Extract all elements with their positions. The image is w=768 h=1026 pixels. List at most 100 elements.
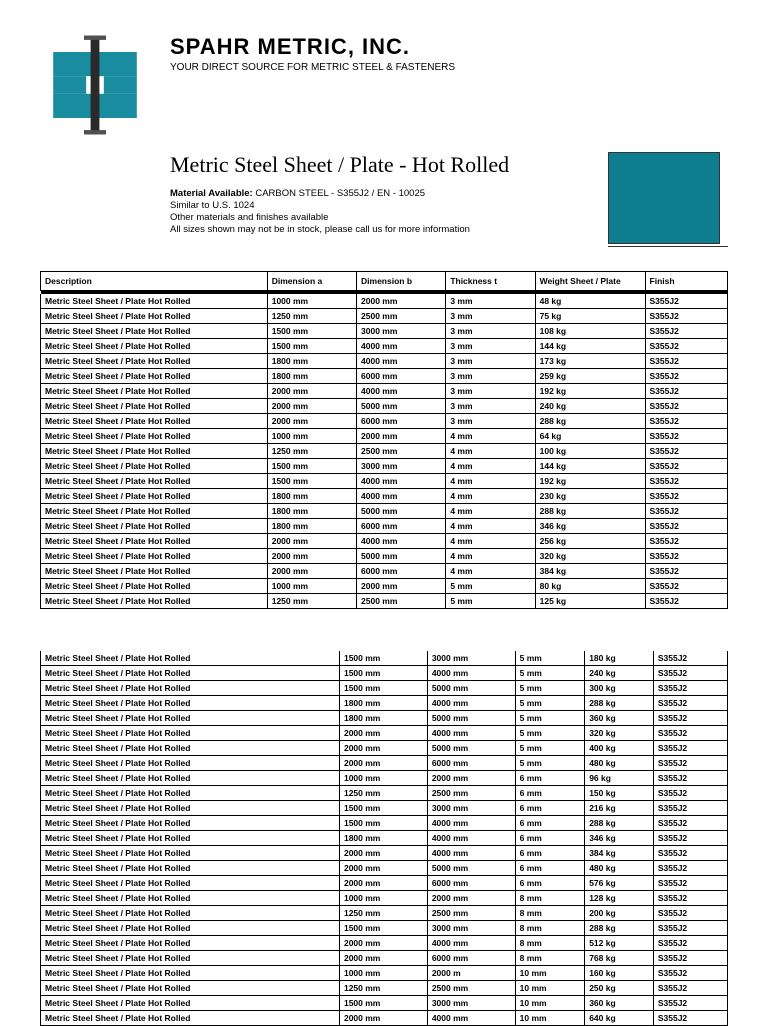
table-cell: S355J2 xyxy=(645,384,727,399)
table-row: Metric Steel Sheet / Plate Hot Rolled200… xyxy=(41,951,728,966)
table-cell: 4000 mm xyxy=(357,384,446,399)
table-cell: 300 kg xyxy=(585,681,654,696)
table-cell: 1500 mm xyxy=(339,921,427,936)
table-cell: S355J2 xyxy=(653,756,727,771)
table-row: Metric Steel Sheet / Plate Hot Rolled125… xyxy=(41,786,728,801)
table-cell: S355J2 xyxy=(653,726,727,741)
table-cell: Metric Steel Sheet / Plate Hot Rolled xyxy=(41,414,268,429)
table-cell: 1800 mm xyxy=(267,489,356,504)
table-cell: S355J2 xyxy=(653,741,727,756)
table-cell: 2000 mm xyxy=(339,726,427,741)
table-cell: 6 mm xyxy=(515,771,585,786)
table-cell: 4000 mm xyxy=(357,474,446,489)
table-cell: 10 mm xyxy=(515,981,585,996)
table-cell: S355J2 xyxy=(645,444,727,459)
table-cell: 2500 mm xyxy=(427,981,515,996)
table-cell: 2000 mm xyxy=(339,936,427,951)
table-cell: 640 kg xyxy=(585,1011,654,1026)
table-row: Metric Steel Sheet / Plate Hot Rolled150… xyxy=(41,801,728,816)
table-cell: Metric Steel Sheet / Plate Hot Rolled xyxy=(41,429,268,444)
table-cell: S355J2 xyxy=(653,666,727,681)
table-cell: 1000 mm xyxy=(339,891,427,906)
table-row: Metric Steel Sheet / Plate Hot Rolled200… xyxy=(41,384,728,399)
table-cell: 1250 mm xyxy=(267,444,356,459)
table-cell: 180 kg xyxy=(585,651,654,666)
table-cell: 3 mm xyxy=(446,354,535,369)
table-cell: 5 mm xyxy=(515,696,585,711)
table-cell: 3 mm xyxy=(446,369,535,384)
table-row: Metric Steel Sheet / Plate Hot Rolled180… xyxy=(41,519,728,534)
table-cell: S355J2 xyxy=(645,519,727,534)
table-cell: 360 kg xyxy=(585,711,654,726)
table-cell: 3 mm xyxy=(446,294,535,309)
table-cell: Metric Steel Sheet / Plate Hot Rolled xyxy=(41,354,268,369)
table-cell: 10 mm xyxy=(515,966,585,981)
table-cell: 6000 mm xyxy=(427,951,515,966)
table-row: Metric Steel Sheet / Plate Hot Rolled150… xyxy=(41,816,728,831)
table-cell: 4 mm xyxy=(446,459,535,474)
table-cell: 4 mm xyxy=(446,489,535,504)
table-cell: 200 kg xyxy=(585,906,654,921)
table-cell: 288 kg xyxy=(585,816,654,831)
table-cell: 576 kg xyxy=(585,876,654,891)
table-cell: 240 kg xyxy=(535,399,645,414)
table-cell: 1500 mm xyxy=(267,339,356,354)
table-row: Metric Steel Sheet / Plate Hot Rolled100… xyxy=(41,966,728,981)
table-cell: Metric Steel Sheet / Plate Hot Rolled xyxy=(41,594,268,609)
table-cell: 1800 mm xyxy=(339,696,427,711)
table-cell: Metric Steel Sheet / Plate Hot Rolled xyxy=(41,474,268,489)
table-cell: S355J2 xyxy=(645,489,727,504)
table-cell: S355J2 xyxy=(645,564,727,579)
table-row: Metric Steel Sheet / Plate Hot Rolled180… xyxy=(41,711,728,726)
table-cell: S355J2 xyxy=(645,339,727,354)
table-cell: 6 mm xyxy=(515,846,585,861)
table-cell: 2000 m xyxy=(427,966,515,981)
table-cell: 2000 mm xyxy=(267,414,356,429)
table-cell: 5000 mm xyxy=(427,741,515,756)
table-cell: 3 mm xyxy=(446,399,535,414)
table-cell: 2000 mm xyxy=(427,891,515,906)
table-cell: S355J2 xyxy=(645,549,727,564)
table-cell: 768 kg xyxy=(585,951,654,966)
table-cell: 240 kg xyxy=(585,666,654,681)
spec-table-1: Description Dimension a Dimension b Thic… xyxy=(40,271,728,609)
table-cell: 2000 mm xyxy=(267,384,356,399)
table-cell: S355J2 xyxy=(645,369,727,384)
table-row: Metric Steel Sheet / Plate Hot Rolled180… xyxy=(41,504,728,519)
table-cell: Metric Steel Sheet / Plate Hot Rolled xyxy=(41,534,268,549)
table-cell: 2500 mm xyxy=(427,786,515,801)
table-cell: Metric Steel Sheet / Plate Hot Rolled xyxy=(41,771,340,786)
table-cell: 80 kg xyxy=(535,579,645,594)
table-row: Metric Steel Sheet / Plate Hot Rolled100… xyxy=(41,771,728,786)
table-cell: 64 kg xyxy=(535,429,645,444)
table-cell: Metric Steel Sheet / Plate Hot Rolled xyxy=(41,906,340,921)
table-cell: 48 kg xyxy=(535,294,645,309)
table-cell: 10 mm xyxy=(515,996,585,1011)
table-cell: 5 mm xyxy=(515,741,585,756)
company-name: SPAHR METRIC, INC. xyxy=(170,34,728,60)
table-cell: 3000 mm xyxy=(427,801,515,816)
table-row: Metric Steel Sheet / Plate Hot Rolled180… xyxy=(41,696,728,711)
table-cell: S355J2 xyxy=(645,399,727,414)
table-cell: 4000 mm xyxy=(357,354,446,369)
table-row: Metric Steel Sheet / Plate Hot Rolled200… xyxy=(41,846,728,861)
table-cell: 5 mm xyxy=(515,711,585,726)
table-cell: 96 kg xyxy=(585,771,654,786)
table-cell: 6 mm xyxy=(515,831,585,846)
table-cell: S355J2 xyxy=(645,309,727,324)
table-cell: 288 kg xyxy=(585,921,654,936)
table-row: Metric Steel Sheet / Plate Hot Rolled125… xyxy=(41,981,728,996)
table-cell: 1800 mm xyxy=(339,831,427,846)
table-cell: 5000 mm xyxy=(357,549,446,564)
table-cell: 3000 mm xyxy=(427,651,515,666)
table-cell: S355J2 xyxy=(645,504,727,519)
table-cell: Metric Steel Sheet / Plate Hot Rolled xyxy=(41,861,340,876)
table-cell: 1500 mm xyxy=(267,474,356,489)
table-cell: 4000 mm xyxy=(427,846,515,861)
table-cell: 346 kg xyxy=(585,831,654,846)
table-cell: 2000 mm xyxy=(339,756,427,771)
table-cell: 144 kg xyxy=(535,459,645,474)
table-cell: 512 kg xyxy=(585,936,654,951)
table-cell: Metric Steel Sheet / Plate Hot Rolled xyxy=(41,801,340,816)
table-cell: 1000 mm xyxy=(267,294,356,309)
